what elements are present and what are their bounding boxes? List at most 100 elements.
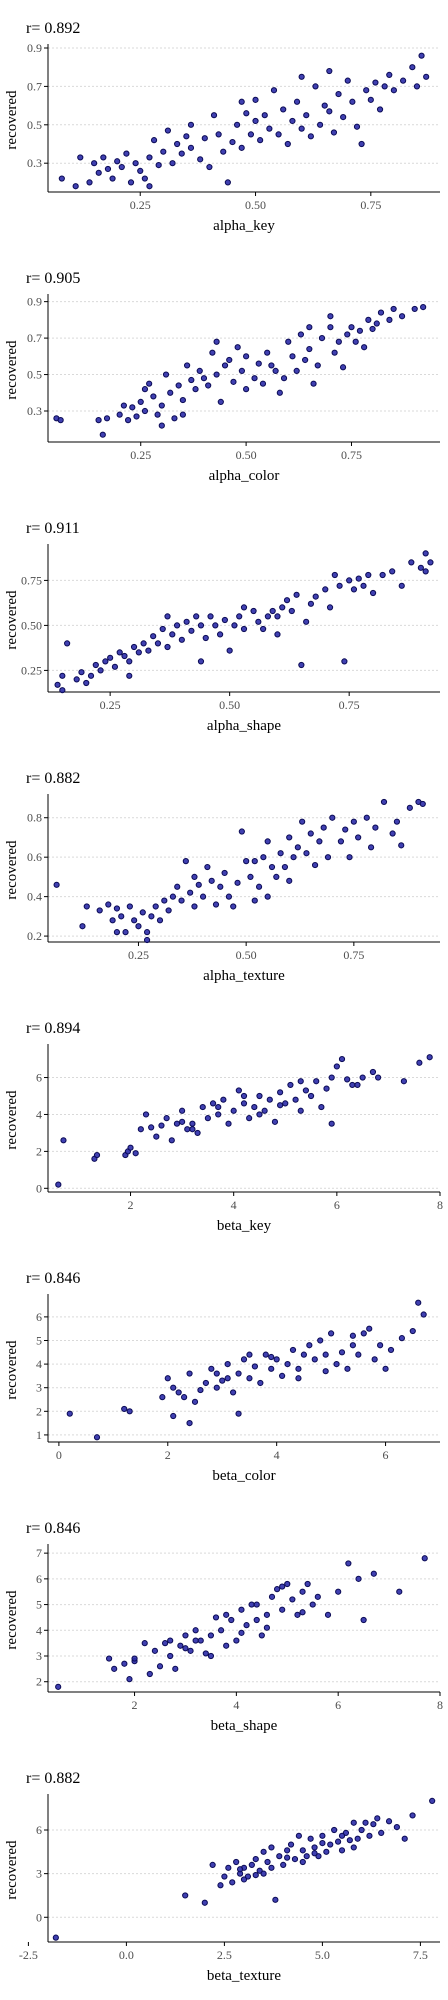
scatter-point (352, 338, 359, 345)
y-tick-label: 2 (36, 1675, 42, 1689)
x-tick-label: 5.0 (315, 1948, 330, 1962)
x-tick-label: 6 (383, 1448, 389, 1462)
scatter-point (409, 64, 416, 71)
scatter-point (367, 844, 375, 851)
scatter-point (246, 1351, 253, 1358)
scatter-point (137, 398, 144, 405)
scatter-point (193, 613, 200, 620)
scatter-point (175, 1389, 182, 1396)
scatter-point (260, 1848, 267, 1855)
scatter-point (120, 402, 127, 409)
scatter-point (322, 1368, 329, 1375)
scatter-point (341, 658, 348, 665)
scatter-point (230, 903, 237, 910)
scatter-point (66, 1410, 73, 1417)
scatter-point (238, 1606, 245, 1613)
scatter-point (314, 362, 321, 369)
scatter-point (349, 1342, 356, 1349)
y-tick-label: 0.25 (21, 663, 42, 677)
scatter-point (293, 98, 301, 105)
scatter-point (354, 1835, 361, 1842)
scatter-point (252, 1855, 259, 1863)
scatter-point (338, 1847, 346, 1854)
scatter-point (235, 1410, 242, 1417)
scatter-point (135, 649, 142, 656)
scatter-point (309, 1601, 316, 1608)
scatter-point (240, 604, 248, 611)
scatter-point (221, 362, 229, 369)
scatter-point (55, 1683, 62, 1690)
scatter-point (317, 1337, 324, 1344)
scatter-point (187, 889, 194, 896)
scatter-point (235, 1087, 242, 1094)
scatter-point (111, 663, 119, 670)
scatter-point (300, 1351, 307, 1358)
scatter-point (251, 1363, 258, 1370)
scatter-point (183, 133, 190, 140)
scatter-point (311, 1844, 318, 1851)
scatter-point (264, 838, 271, 845)
scatter-point (172, 1665, 179, 1672)
y-tick-label: 0.3 (27, 404, 42, 418)
x-axis-label: beta_key (217, 1218, 272, 1234)
scatter-point (228, 1616, 235, 1624)
scatter-point (281, 863, 289, 871)
scatter-point (299, 1588, 306, 1595)
scatter-point (223, 1611, 230, 1618)
scatter-point (197, 622, 205, 629)
scatter-point (240, 1092, 248, 1100)
scatter-point (334, 1838, 342, 1845)
scatter-point (219, 1377, 226, 1384)
scatter-point (213, 1384, 220, 1391)
y-axis-label: recovered (4, 90, 20, 150)
scatter-point (418, 52, 425, 59)
scatter-point (187, 1647, 194, 1654)
scatter-point (338, 1349, 346, 1356)
scatter-point (326, 604, 334, 611)
scatter-point (375, 1074, 382, 1081)
y-tick-label: 6 (36, 1823, 42, 1837)
scatter-point (284, 1580, 291, 1588)
scatter-point (275, 131, 282, 138)
scatter-point (199, 893, 207, 900)
scatter-point (340, 114, 347, 121)
scatter-point (258, 1632, 265, 1639)
scatter-point (259, 380, 267, 387)
scatter-point (291, 1855, 299, 1863)
scatter-point (377, 309, 385, 316)
scatter-point (264, 613, 272, 620)
scatter-chart-3: 0.25 0.50 0.75 0.25 0.50 0.75 r= 0.911 alpha_sh… (4, 520, 440, 734)
x-tick-label: 0.0 (119, 1948, 134, 1962)
scatter-point (126, 1408, 133, 1415)
scatter-point (298, 73, 305, 80)
scatter-point (226, 356, 233, 364)
scatter-point (408, 559, 415, 566)
x-tick-label: 0.50 (236, 448, 257, 462)
scatter-point (92, 661, 99, 669)
y-tick-label: 2 (36, 1404, 42, 1418)
scatter-point (350, 586, 358, 593)
scatter-point (279, 604, 286, 611)
scatter-point (409, 1327, 416, 1335)
scatter-point (93, 1434, 101, 1441)
scatter-point (344, 77, 351, 84)
scatter-point (126, 1676, 133, 1683)
scatter-point (179, 396, 186, 404)
scatter-point (335, 1588, 342, 1595)
scatter-point (206, 163, 213, 171)
scatter-point (358, 140, 365, 148)
scatter-point (168, 1137, 175, 1144)
scatter-point (186, 1370, 193, 1377)
scatter-chart-4: 0.2 0.4 0.6 0.8 0.25 0.50 0.75 r= 0.882 alpha_te… (4, 770, 440, 984)
scatter-point (225, 893, 233, 900)
scatter-point (350, 1844, 357, 1851)
scatter-point (367, 96, 374, 103)
scatter-point (320, 824, 327, 831)
scatter-point (182, 1892, 189, 1899)
scatter-point (382, 1365, 389, 1372)
scatter-point (212, 901, 220, 908)
scatter-point (260, 854, 267, 861)
scatter-point (158, 402, 165, 409)
scatter-point (230, 378, 237, 385)
scatter-point (204, 863, 211, 871)
